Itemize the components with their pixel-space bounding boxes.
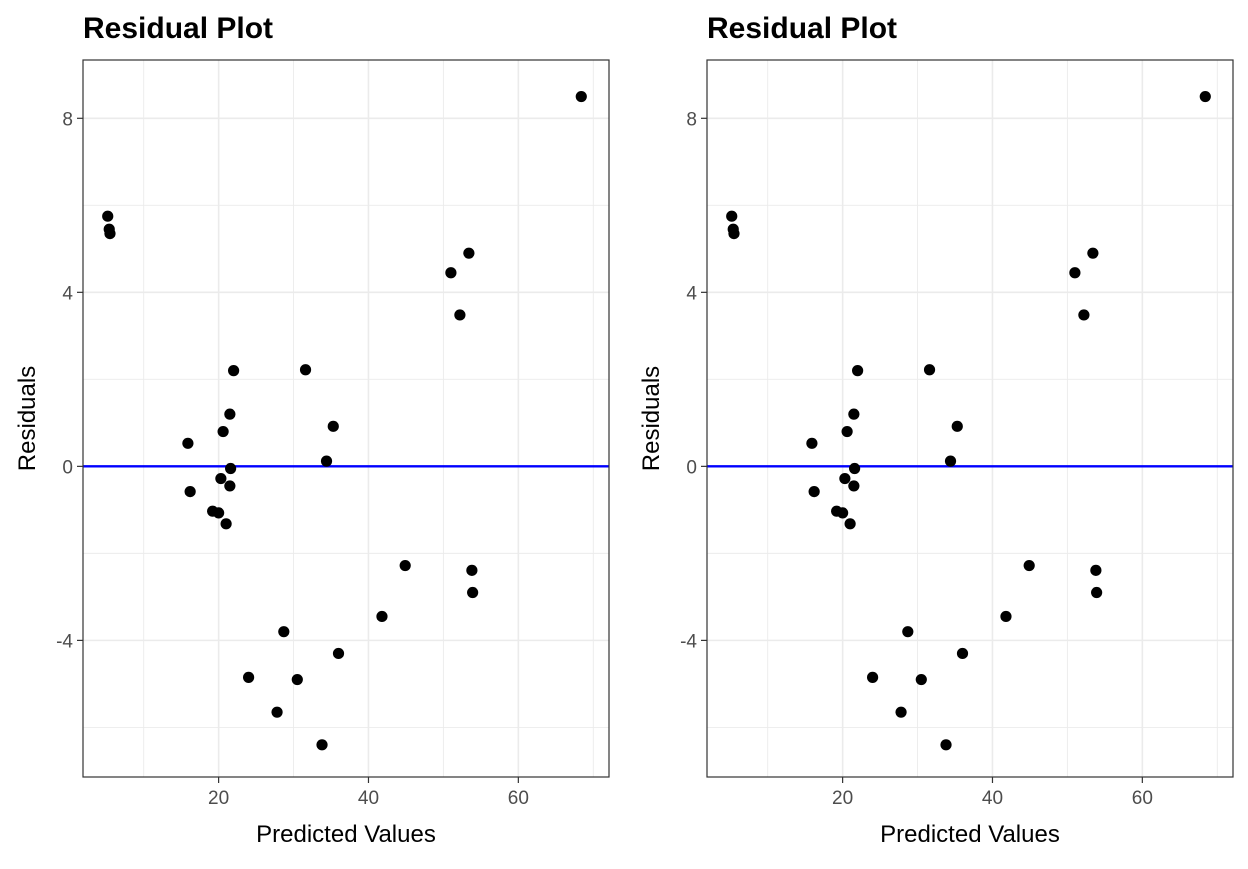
residual-point: [726, 210, 738, 222]
chart-title: Residual Plot: [83, 12, 273, 45]
residual-point: [327, 420, 339, 432]
y-tick-label: -4: [680, 631, 697, 652]
residual-point: [217, 425, 229, 438]
residual-point: [866, 671, 879, 683]
residual-point: [466, 564, 478, 576]
x-axis-title: Predicted Values: [880, 821, 1060, 848]
y-axis-title: Residuals: [638, 366, 665, 471]
residual-point: [271, 706, 283, 718]
residual-point: [849, 462, 861, 475]
y-tick-label: 8: [686, 109, 697, 130]
y-tick-label: 8: [62, 109, 73, 130]
residual-point: [104, 227, 116, 240]
residual-point: [895, 706, 907, 718]
residual-point: [837, 507, 849, 519]
residual-point: [332, 647, 345, 660]
y-tick-label: -4: [56, 631, 73, 652]
residual-point: [376, 610, 388, 623]
x-tick-label: 60: [508, 788, 529, 809]
residual-point: [575, 90, 587, 103]
residual-point: [848, 480, 860, 492]
residual-point: [902, 626, 914, 638]
residual-point: [728, 227, 740, 240]
panel-border: [82, 59, 610, 778]
residual-point: [1090, 564, 1102, 576]
residual-point: [215, 472, 227, 485]
x-tick-label: 40: [982, 788, 1003, 809]
residual-point: [224, 408, 236, 420]
y-tick-label: 0: [686, 457, 697, 478]
residual-point: [940, 739, 952, 751]
residual-point: [320, 455, 333, 467]
residual-point: [806, 437, 818, 449]
residual-point: [102, 210, 114, 222]
residual-point: [1087, 247, 1099, 259]
residual-point: [225, 462, 237, 475]
residual-point: [1069, 267, 1081, 279]
x-tick-label: 20: [208, 788, 229, 809]
residual-point: [841, 425, 853, 438]
residual-point: [467, 586, 479, 599]
residual-point: [808, 485, 820, 498]
residual-point: [228, 365, 240, 377]
residual-point: [278, 626, 290, 638]
residual-point: [951, 420, 963, 432]
y-tick-label: 4: [62, 283, 73, 304]
x-tick-label: 20: [832, 788, 853, 809]
residual-point: [182, 437, 194, 449]
residual-plot-panel: -4 0 4 8 20 40 60 Residual Plot Predicted Values…: [14, 12, 610, 848]
residual-point: [915, 673, 927, 686]
residual-point: [184, 485, 196, 498]
residual-point: [1078, 309, 1090, 321]
residual-point: [463, 247, 475, 259]
residual-point: [1023, 559, 1035, 572]
residual-point: [1199, 90, 1211, 103]
x-axis-title: Predicted Values: [256, 821, 436, 848]
residual-point: [844, 518, 856, 530]
residual-point: [852, 365, 864, 377]
y-axis-title: Residuals: [14, 366, 41, 471]
panel-border: [706, 59, 1234, 778]
residual-point: [242, 671, 255, 683]
residual-point: [956, 647, 969, 660]
residual-point: [454, 309, 466, 321]
residual-point: [213, 507, 225, 519]
x-tick-label: 60: [1132, 788, 1153, 809]
chart-title: Residual Plot: [707, 12, 897, 45]
residual-point: [848, 408, 860, 420]
residual-point: [1091, 586, 1103, 599]
residual-point: [299, 364, 312, 376]
residual-plot-panel: -4 0 4 8 20 40 60 Residual Plot Predicted Values…: [638, 12, 1234, 848]
x-tick-label: 40: [358, 788, 379, 809]
residual-point: [316, 739, 328, 751]
residual-point: [399, 559, 411, 572]
residual-point: [839, 472, 851, 485]
residual-point: [220, 518, 232, 530]
residual-point: [224, 480, 236, 492]
residual-point: [944, 455, 957, 467]
residual-point: [291, 673, 303, 686]
residual-point: [445, 267, 457, 279]
y-tick-label: 0: [62, 457, 73, 478]
residual-point: [1000, 610, 1012, 623]
y-tick-label: 4: [686, 283, 697, 304]
residual-point: [923, 364, 936, 376]
